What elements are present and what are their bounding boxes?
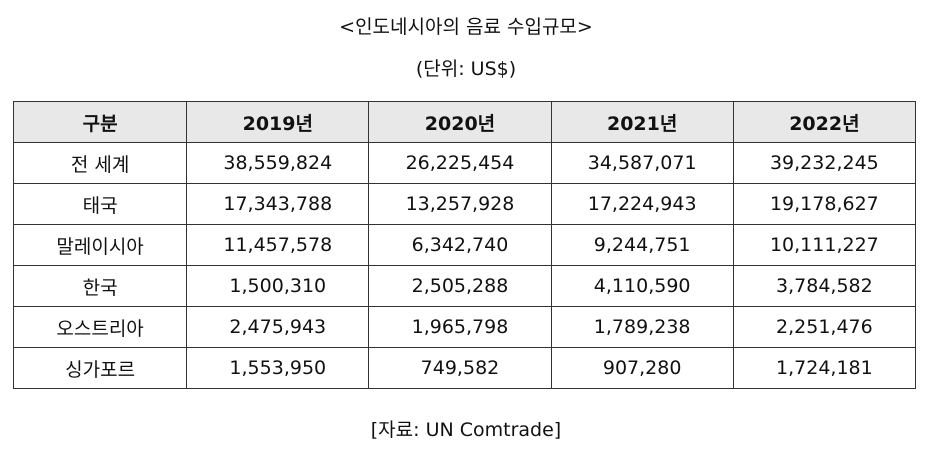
cell-value: 1,553,950 [186, 347, 370, 389]
cell-value: 4,110,590 [550, 265, 734, 307]
row-label: 태국 [12, 183, 188, 225]
cell-value: 2,251,476 [732, 306, 917, 348]
cell-value: 749,582 [368, 347, 552, 389]
table-row: 한국 1,500,310 2,505,288 4,110,590 3,784,5… [12, 265, 917, 307]
row-label: 말레이시아 [12, 224, 188, 266]
cell-value: 1,724,181 [732, 347, 917, 389]
cell-value: 6,342,740 [368, 224, 552, 266]
cell-value: 907,280 [550, 347, 734, 389]
cell-value: 11,457,578 [186, 224, 370, 266]
import-table: 구분 2019년 2020년 2021년 2022년 전 세계 38,559,8… [12, 101, 917, 389]
cell-value: 1,789,238 [550, 306, 734, 348]
cell-value: 2,505,288 [368, 265, 552, 307]
cell-value: 1,500,310 [186, 265, 370, 307]
cell-value: 38,559,824 [186, 142, 370, 184]
header-category: 구분 [12, 101, 188, 143]
row-label: 한국 [12, 265, 188, 307]
cell-value: 10,111,227 [732, 224, 917, 266]
cell-value: 2,475,943 [186, 306, 370, 348]
cell-value: 13,257,928 [368, 183, 552, 225]
cell-value: 9,244,751 [550, 224, 734, 266]
cell-value: 17,343,788 [186, 183, 370, 225]
cell-value: 26,225,454 [368, 142, 552, 184]
cell-value: 19,178,627 [732, 183, 917, 225]
header-2021: 2021년 [550, 101, 734, 143]
table-row: 전 세계 38,559,824 26,225,454 34,587,071 39… [12, 142, 917, 184]
cell-value: 34,587,071 [550, 142, 734, 184]
cell-value: 1,965,798 [368, 306, 552, 348]
header-2020: 2020년 [368, 101, 552, 143]
row-label: 오스트리아 [12, 306, 188, 348]
header-2022: 2022년 [732, 101, 917, 143]
row-label: 싱가포르 [12, 347, 188, 389]
table-row: 말레이시아 11,457,578 6,342,740 9,244,751 10,… [12, 224, 917, 266]
table-row: 태국 17,343,788 13,257,928 17,224,943 19,1… [12, 183, 917, 225]
source-note: [자료: UN Comtrade] [370, 419, 562, 441]
header-2019: 2019년 [186, 101, 370, 143]
cell-value: 3,784,582 [732, 265, 917, 307]
table-row: 싱가포르 1,553,950 749,582 907,280 1,724,181 [12, 347, 917, 389]
cell-value: 17,224,943 [550, 183, 734, 225]
header-row: 구분 2019년 2020년 2021년 2022년 [12, 101, 917, 143]
table-title: <인도네시아의 음료 수입규모> [339, 16, 593, 38]
table-row: 오스트리아 2,475,943 1,965,798 1,789,238 2,25… [12, 306, 917, 348]
cell-value: 39,232,245 [732, 142, 917, 184]
row-label: 전 세계 [12, 142, 188, 184]
unit-note: (단위: US$) [415, 58, 517, 80]
